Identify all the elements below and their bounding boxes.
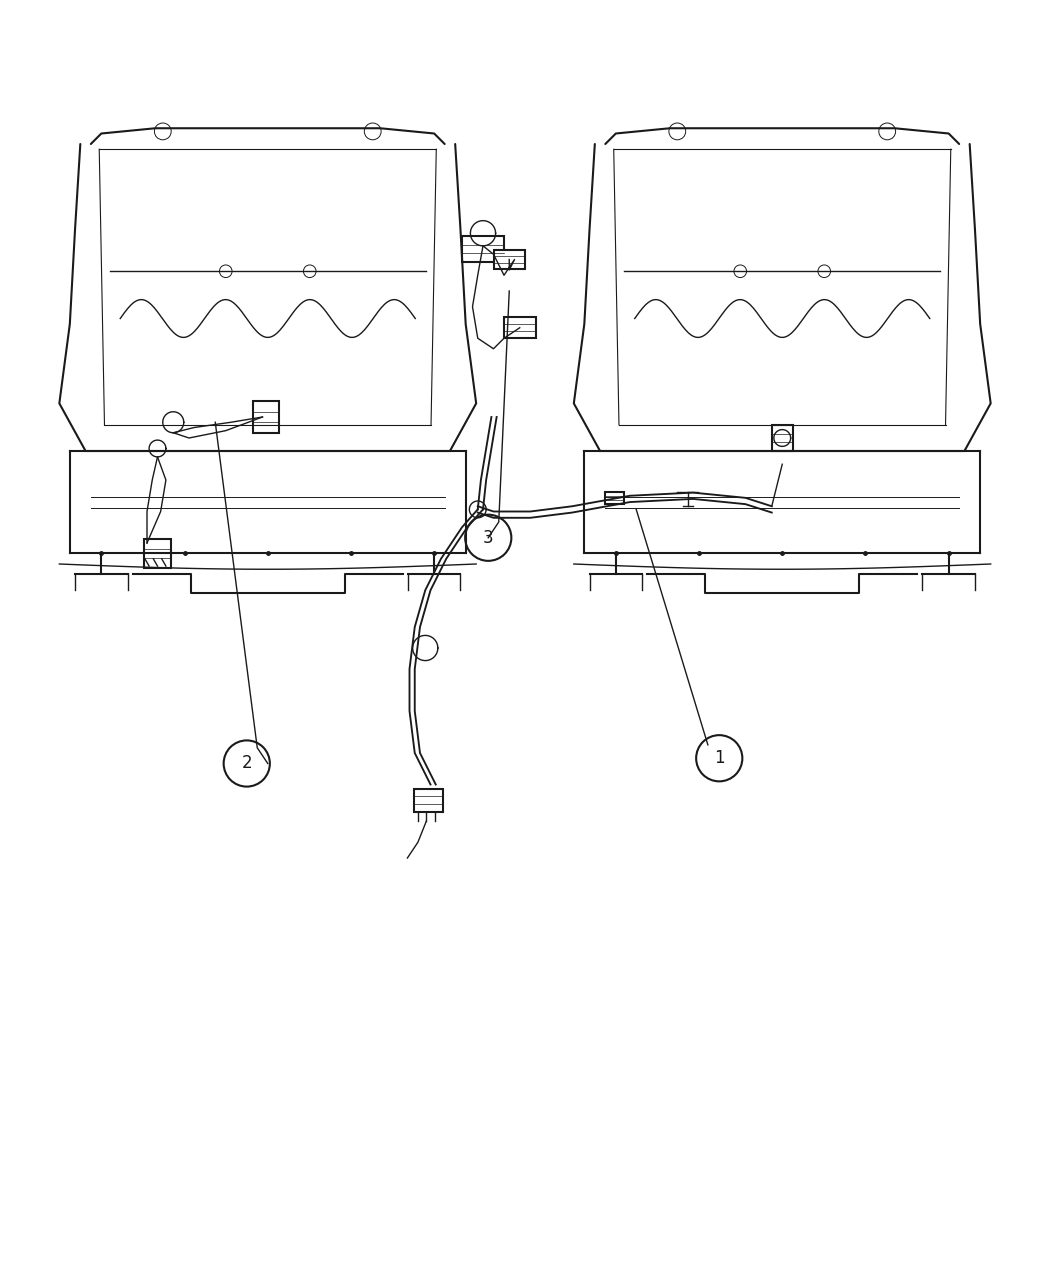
FancyBboxPatch shape [772,425,793,451]
Text: 1: 1 [714,750,724,768]
FancyBboxPatch shape [145,539,170,569]
FancyBboxPatch shape [252,402,279,432]
FancyBboxPatch shape [605,492,624,504]
FancyBboxPatch shape [494,250,525,269]
Text: 2: 2 [242,755,252,773]
FancyBboxPatch shape [504,317,536,338]
FancyBboxPatch shape [414,789,443,812]
FancyBboxPatch shape [462,236,504,263]
Text: 3: 3 [483,529,493,547]
